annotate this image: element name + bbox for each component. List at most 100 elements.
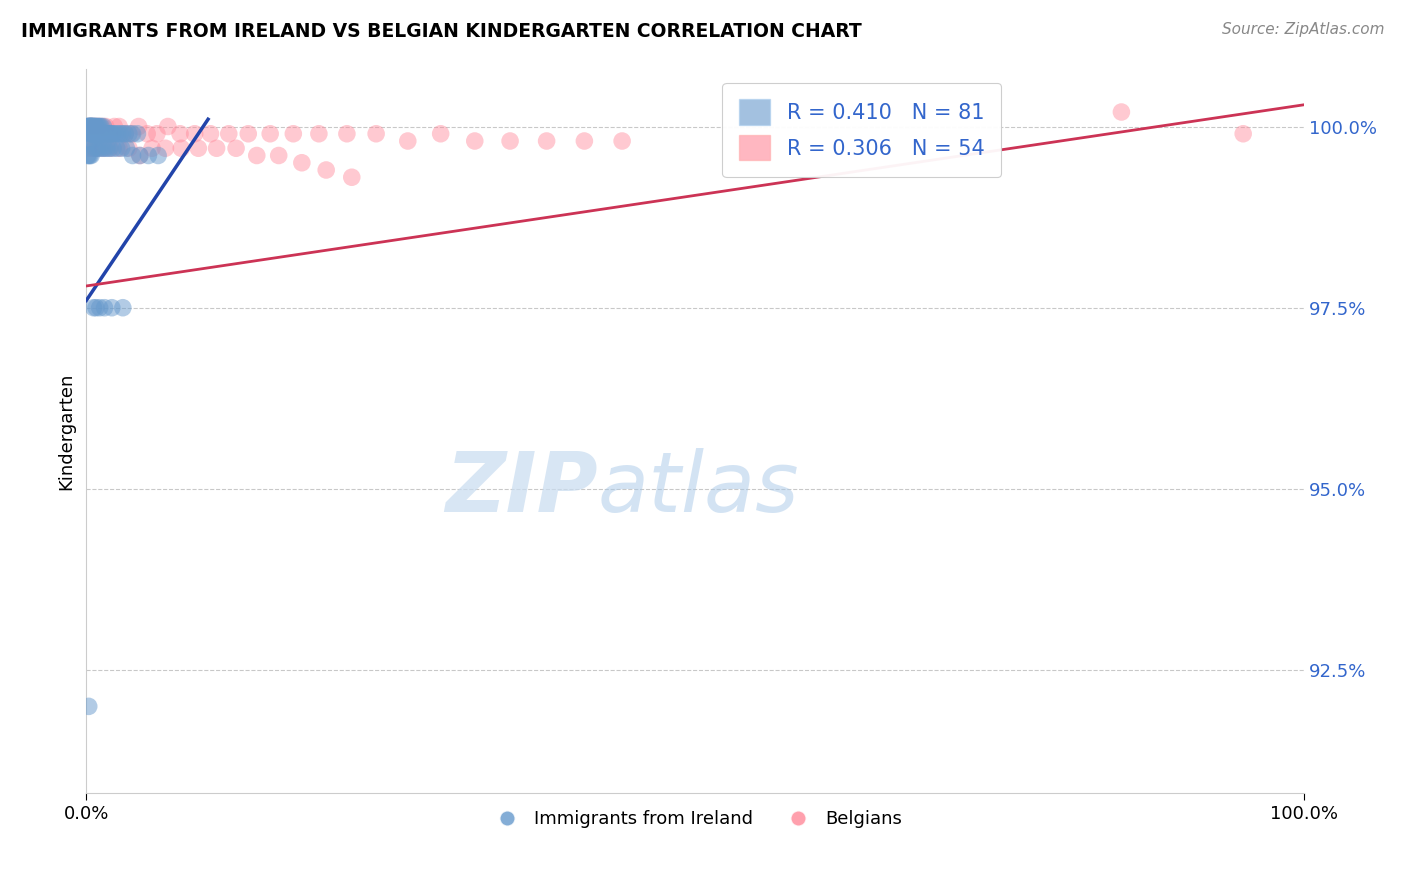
Point: [225, 141, 247, 155]
Point: [114, 127, 136, 141]
Point: [84, 127, 107, 141]
Point: [308, 127, 330, 141]
Point: [574, 134, 596, 148]
Point: [91, 127, 114, 141]
Point: [93, 141, 115, 155]
Point: [87, 127, 110, 141]
Point: [464, 134, 486, 148]
Point: [77, 120, 100, 134]
Point: [76, 120, 98, 134]
Point: [138, 148, 160, 162]
Point: [111, 301, 134, 315]
Point: [105, 141, 128, 155]
Point: [238, 127, 260, 141]
Point: [79, 120, 101, 134]
Point: [77, 120, 100, 134]
Point: [218, 127, 240, 141]
Point: [336, 127, 359, 141]
Point: [536, 134, 558, 148]
Text: IMMIGRANTS FROM IRELAND VS BELGIAN KINDERGARTEN CORRELATION CHART: IMMIGRANTS FROM IRELAND VS BELGIAN KINDE…: [21, 22, 862, 41]
Point: [499, 134, 522, 148]
Point: [110, 127, 132, 141]
Point: [128, 120, 150, 134]
Point: [86, 120, 108, 134]
Point: [101, 301, 124, 315]
Point: [118, 127, 141, 141]
Point: [80, 127, 103, 141]
Point: [98, 127, 121, 141]
Point: [80, 120, 103, 134]
Point: [86, 141, 108, 155]
Point: [84, 120, 107, 134]
Point: [429, 127, 451, 141]
Point: [396, 134, 419, 148]
Point: [610, 134, 633, 148]
Point: [82, 120, 104, 134]
Point: [340, 170, 363, 185]
Point: [267, 148, 290, 162]
Point: [82, 141, 104, 155]
Point: [291, 155, 314, 169]
Point: [91, 141, 114, 155]
Point: [79, 120, 101, 134]
Point: [315, 163, 337, 178]
Point: [94, 127, 117, 141]
Point: [98, 127, 121, 141]
Point: [80, 120, 103, 134]
Point: [90, 120, 112, 134]
Point: [89, 120, 111, 134]
Point: [108, 120, 131, 134]
Point: [101, 127, 124, 141]
Point: [120, 127, 142, 141]
Text: Source: ZipAtlas.com: Source: ZipAtlas.com: [1222, 22, 1385, 37]
Point: [80, 120, 103, 134]
Point: [146, 127, 169, 141]
Point: [79, 120, 101, 134]
Point: [91, 120, 114, 134]
Point: [80, 148, 103, 162]
Point: [128, 148, 150, 162]
Point: [100, 127, 122, 141]
Point: [83, 141, 105, 155]
Point: [283, 127, 305, 141]
Point: [89, 141, 111, 155]
Point: [136, 127, 159, 141]
Point: [97, 127, 120, 141]
Point: [77, 134, 100, 148]
Point: [77, 148, 100, 162]
Point: [259, 127, 281, 141]
Y-axis label: Kindergarten: Kindergarten: [58, 372, 75, 490]
Point: [83, 127, 105, 141]
Point: [118, 141, 141, 155]
Point: [93, 127, 115, 141]
Point: [83, 120, 105, 134]
Point: [76, 148, 98, 162]
Point: [82, 134, 104, 148]
Point: [91, 120, 114, 134]
Point: [246, 148, 269, 162]
Text: ZIP: ZIP: [446, 449, 598, 530]
Point: [121, 127, 143, 141]
Point: [108, 141, 131, 155]
Point: [170, 141, 193, 155]
Point: [82, 127, 104, 141]
Point: [83, 120, 105, 134]
Point: [83, 120, 105, 134]
Point: [87, 120, 110, 134]
Point: [84, 120, 107, 134]
Point: [155, 141, 177, 155]
Point: [1232, 127, 1254, 141]
Point: [169, 127, 191, 141]
Point: [84, 127, 107, 141]
Point: [84, 301, 107, 315]
Point: [87, 120, 110, 134]
Point: [79, 127, 101, 141]
Point: [127, 127, 149, 141]
Point: [1111, 105, 1133, 120]
Point: [80, 120, 103, 134]
Point: [128, 148, 150, 162]
Point: [187, 141, 209, 155]
Point: [77, 120, 100, 134]
Point: [94, 120, 117, 134]
Point: [366, 127, 388, 141]
